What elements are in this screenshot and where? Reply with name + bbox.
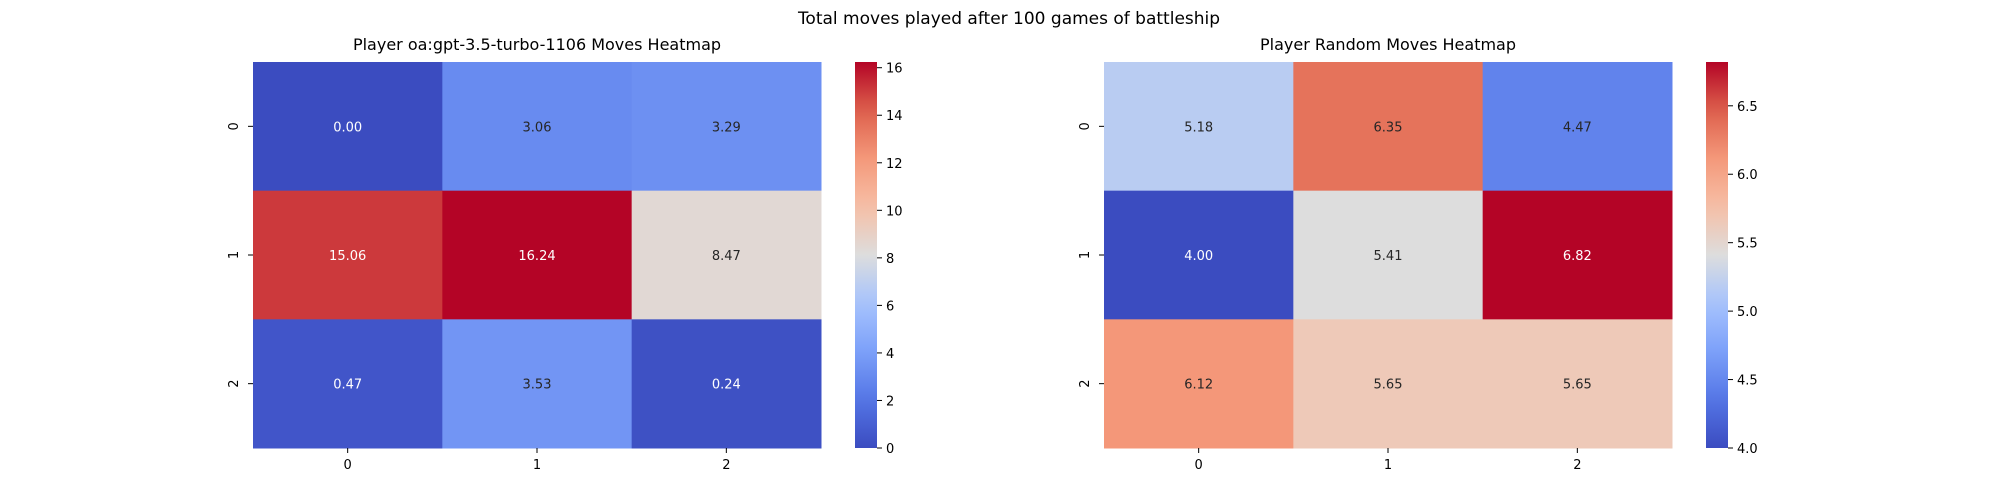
colorbar-tick-label: 6 [886,299,894,314]
cell-value-label: 0.00 [333,120,362,135]
x-tick-label: 2 [1573,458,1581,473]
colorbar-tick-label: 4.5 [1737,374,1758,389]
heatmap-cell [631,319,822,449]
colorbar [855,62,877,448]
heatmap-cell [442,62,633,192]
cell-value-label: 6.12 [1184,378,1213,393]
heatmap-cell [442,190,633,320]
heatmap-cell [1293,190,1484,320]
heatmap-cell [1293,319,1484,449]
colorbar [1706,62,1728,448]
heatmap-cell [1482,62,1673,192]
colorbar-tick-label: 14 [886,109,903,124]
y-tick-label: 1 [227,251,242,259]
y-tick-label: 0 [227,122,242,130]
colorbar-tick-label: 12 [886,157,903,172]
colorbar-tick-label: 5.0 [1737,305,1758,320]
y-tick-label: 0 [1078,122,1093,130]
cell-value-label: 0.47 [333,378,362,393]
colorbar-tick-label: 4 [886,347,894,362]
y-tick-label: 2 [227,380,242,388]
heatmap-cell [253,319,443,449]
heatmap-cell [631,62,822,192]
plots-layer: Player oa:gpt-3.5-turbo-1106 Moves Heatm… [227,35,1758,473]
x-tick-label: 1 [533,458,541,473]
heatmap-cell [1482,319,1673,449]
cell-value-label: 3.53 [523,378,552,393]
cell-value-label: 5.65 [1563,378,1592,393]
colorbar-tick-label: 2 [886,394,894,409]
cell-value-label: 5.65 [1374,378,1403,393]
cell-value-label: 6.35 [1374,120,1403,135]
cell-value-label: 0.24 [712,378,741,393]
cell-value-label: 8.47 [712,249,741,264]
figure-title: Total moves played after 100 games of ba… [797,9,1220,29]
cell-value-label: 3.06 [523,120,552,135]
colorbar-tick-label: 16 [886,62,903,77]
heatmap-cell [1104,190,1294,320]
cell-value-label: 6.82 [1563,249,1592,264]
x-tick-label: 0 [344,458,352,473]
colorbar-tick-label: 6.0 [1737,168,1758,183]
colorbar-tick-label: 8 [886,252,894,267]
panel-title: Player oa:gpt-3.5-turbo-1106 Moves Heatm… [353,35,721,54]
heatmap-cell [1293,62,1484,192]
heatmap-cell [631,190,822,320]
heatmap-panel-0: Player oa:gpt-3.5-turbo-1106 Moves Heatm… [227,35,903,473]
cell-value-label: 4.00 [1184,249,1213,264]
y-tick-label: 2 [1078,380,1093,388]
heatmap-cell [1482,190,1673,320]
colorbar-tick-label: 0 [886,442,894,457]
x-tick-label: 0 [1195,458,1203,473]
cell-value-label: 5.18 [1184,120,1213,135]
colorbar-tick-label: 6.5 [1737,100,1758,115]
cell-value-label: 16.24 [518,249,555,264]
heatmap-cell [253,190,443,320]
heatmap-cell [442,319,633,449]
heatmap-panel-1: Player Random Moves Heatmap 5.18 6.35 4.47 4… [1078,35,1758,473]
y-tick-label: 1 [1078,251,1093,259]
heatmap-cell [1104,319,1294,449]
heatmap-cell [253,62,443,192]
colorbar-tick-label: 4.0 [1737,442,1758,457]
cell-value-label: 3.29 [712,120,741,135]
colorbar-tick-label: 5.5 [1737,237,1758,252]
x-tick-label: 1 [1384,458,1392,473]
colorbar-tick-label: 10 [886,204,903,219]
x-tick-label: 2 [722,458,730,473]
cell-value-label: 4.47 [1563,120,1592,135]
cell-value-label: 5.41 [1374,249,1403,264]
cell-value-label: 15.06 [329,249,366,264]
heatmap-cell [1104,62,1294,192]
panel-title: Player Random Moves Heatmap [1260,35,1516,54]
